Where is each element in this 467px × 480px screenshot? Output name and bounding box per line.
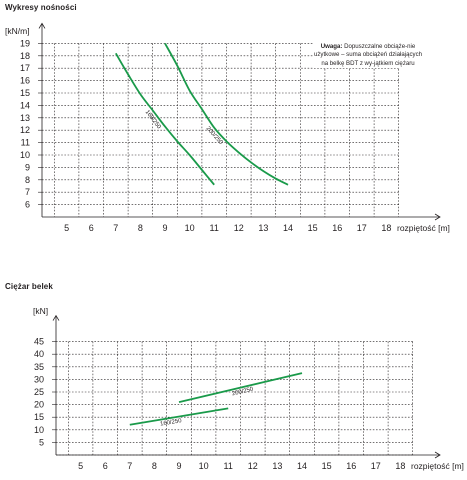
note-text: Dopuszczalne obciąże-nie użytkowe – suma… — [313, 43, 423, 67]
y-tick-label: 15 — [34, 412, 44, 422]
x-tick-label: 17 — [371, 461, 381, 471]
y-tick-label: 18 — [20, 51, 30, 61]
x-tick-label: 6 — [103, 461, 108, 471]
x-tick-label: 12 — [234, 223, 244, 233]
weight-chart-title: Ciężar belek — [5, 282, 53, 291]
y-axis-arrow — [52, 314, 60, 321]
x-tick-label: 15 — [322, 461, 332, 471]
y-tick-label: 8 — [25, 175, 30, 185]
x-axis-label: rozpiętość [m] — [397, 223, 450, 233]
x-tick-label: 14 — [283, 223, 293, 233]
y-tick-label: 13 — [20, 113, 30, 123]
y-tick-label: 14 — [20, 100, 30, 110]
y-tick-label: 15 — [20, 88, 30, 98]
y-tick-label: 45 — [34, 337, 44, 347]
x-tick-label: 16 — [332, 223, 342, 233]
y-tick-label: 10 — [34, 425, 44, 435]
x-tick-label: 8 — [138, 223, 143, 233]
x-axis-arrow — [434, 213, 441, 221]
load-chart-title: Wykresy nośności — [5, 3, 77, 12]
y-tick-label: 11 — [21, 138, 30, 148]
y-tick-label: 20 — [34, 400, 44, 410]
x-tick-label: 7 — [127, 461, 132, 471]
y-tick-label: 9 — [25, 162, 30, 172]
y-tick-label: 7 — [25, 187, 30, 197]
x-tick-label: 11 — [224, 461, 233, 471]
x-tick-label: 9 — [162, 223, 167, 233]
y-axis-arrow — [38, 22, 46, 29]
note-label: Uwaga: — [320, 43, 343, 50]
y-tick-label: 17 — [20, 63, 30, 73]
y-tick-label: 40 — [34, 349, 44, 359]
x-tick-label: 7 — [113, 223, 118, 233]
load-capacity-chart: 6 7 8 9 10 11 12 13 14 15 16 17 18 19 5 6 7 8 9 10 11 12 13 14 1… — [5, 22, 450, 233]
y-tick-label: 5 — [39, 437, 44, 447]
x-tick-label: 14 — [297, 461, 307, 471]
x-axis-arrow — [434, 451, 441, 459]
x-tick-label: 10 — [199, 461, 209, 471]
x-tick-label: 10 — [185, 223, 195, 233]
series-label: 200/250 — [231, 386, 254, 397]
x-tick-label: 18 — [381, 223, 391, 233]
x-tick-label: 9 — [176, 461, 181, 471]
x-tick-label: 11 — [210, 223, 219, 233]
x-tick-label: 13 — [258, 223, 268, 233]
x-axis-label: rozpiętość [m] — [411, 461, 464, 471]
y-axis-label: [kN/m] — [5, 26, 30, 36]
x-tick-label: 17 — [357, 223, 367, 233]
series-line-200-250 — [164, 42, 289, 186]
y-tick-label: 10 — [20, 150, 30, 160]
x-tick-label: 8 — [152, 461, 157, 471]
x-tick-label: 13 — [272, 461, 282, 471]
x-tick-label: 18 — [395, 461, 405, 471]
series-line-200-250 — [178, 372, 303, 403]
y-tick-label: 35 — [34, 362, 44, 372]
note-box: Uwaga: Dopuszczalne obciąże-nie użytkowe… — [313, 43, 423, 68]
x-tick-label: 12 — [248, 461, 258, 471]
y-axis-label: [kN] — [33, 306, 48, 316]
x-tick-label: 5 — [64, 223, 69, 233]
series-label: 160/250 — [160, 418, 183, 428]
series-line-160-250 — [129, 407, 229, 426]
y-tick-label: 30 — [34, 374, 44, 384]
y-tick-label: 19 — [20, 38, 30, 48]
y-tick-label: 25 — [34, 387, 44, 397]
x-tick-label: 5 — [78, 461, 83, 471]
x-tick-label: 15 — [308, 223, 318, 233]
y-tick-label: 12 — [20, 125, 30, 135]
y-tick-label: 16 — [20, 76, 30, 86]
x-tick-label: 16 — [346, 461, 356, 471]
x-tick-label: 6 — [89, 223, 94, 233]
series-line-160-250 — [115, 52, 215, 186]
y-tick-label: 6 — [25, 200, 30, 210]
